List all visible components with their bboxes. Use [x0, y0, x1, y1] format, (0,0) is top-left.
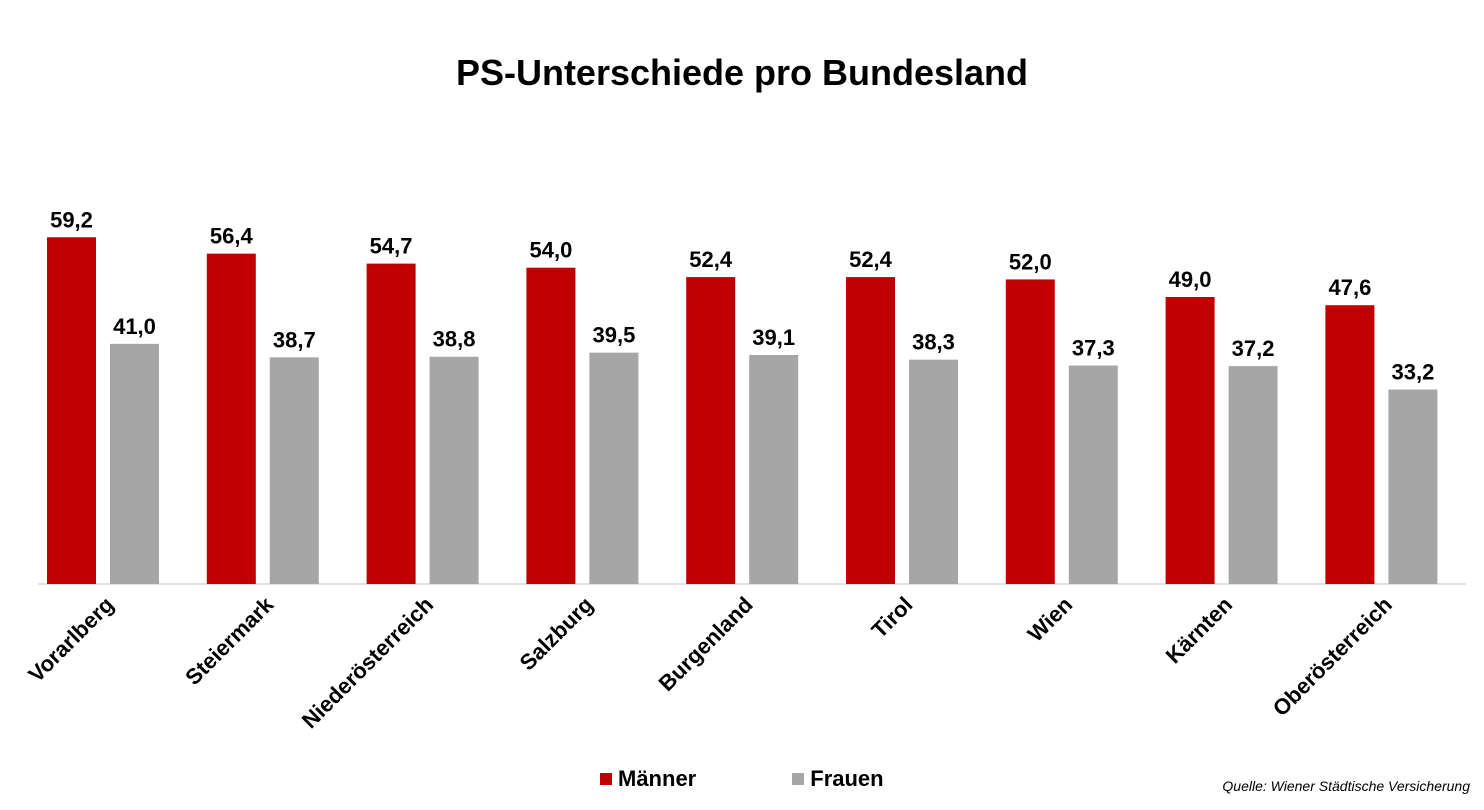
source-note: Quelle: Wiener Städtische Versicherung	[1222, 778, 1470, 794]
data-label-frauen-salzburg: 39,5	[592, 323, 635, 348]
bar-manner-salzburg	[526, 267, 576, 584]
data-label-manner-wien: 52,0	[1009, 249, 1052, 274]
data-label-manner-burgenland: 52,4	[689, 247, 733, 272]
bar-manner-karnten	[1165, 297, 1215, 584]
data-label-frauen-oberosterreich: 33,2	[1391, 360, 1434, 385]
data-label-frauen-steiermark: 38,7	[273, 327, 316, 352]
bar-manner-burgenland	[686, 277, 736, 584]
data-label-manner-tirol: 52,4	[849, 247, 893, 272]
data-label-manner-oberosterreich: 47,6	[1328, 275, 1371, 300]
legend-swatch-maenner	[600, 773, 612, 785]
category-label-steiermark: Steiermark	[180, 591, 279, 690]
legend-item-frauen: Frauen	[792, 766, 884, 792]
data-label-frauen-tirol: 38,3	[912, 330, 955, 355]
chart-title: PS-Unterschiede pro Bundesland	[455, 52, 1029, 93]
data-label-frauen-karnten: 37,2	[1232, 336, 1275, 361]
bar-manner-tirol	[846, 277, 895, 584]
bar-manner-wien	[1005, 279, 1055, 584]
bar-frauen-karnten	[1228, 366, 1278, 584]
category-label-wien: Wien	[1023, 592, 1078, 647]
legend-label-frauen: Frauen	[810, 766, 884, 791]
data-label-manner-vorarlberg: 59,2	[50, 207, 93, 232]
data-label-manner-salzburg: 54,0	[529, 238, 572, 263]
category-label-oberosterreich: Oberösterreich	[1268, 592, 1397, 721]
data-label-frauen-burgenland: 39,1	[752, 325, 795, 350]
bar-manner-niederosterreich	[366, 263, 416, 584]
bar-frauen-steiermark	[269, 357, 319, 584]
category-label-niederosterreich: Niederösterreich	[297, 592, 438, 733]
data-label-manner-karnten: 49,0	[1169, 267, 1212, 292]
bar-frauen-salzburg	[589, 352, 639, 584]
legend-label-maenner: Männer	[618, 766, 697, 791]
data-label-frauen-wien: 37,3	[1072, 336, 1115, 361]
data-label-frauen-niederosterreich: 38,8	[433, 327, 476, 352]
bar-manner-oberosterreich	[1325, 305, 1375, 584]
data-label-manner-steiermark: 56,4	[210, 224, 254, 249]
bar-manner-vorarlberg	[47, 237, 96, 584]
bar-frauen-vorarlberg	[110, 343, 159, 584]
category-label-salzburg: Salzburg	[515, 592, 598, 675]
category-label-tirol: Tirol	[866, 592, 917, 643]
bar-frauen-oberosterreich	[1388, 389, 1438, 584]
data-label-manner-niederosterreich: 54,7	[370, 234, 413, 259]
bar-frauen-burgenland	[749, 354, 799, 584]
category-label-karnten: Kärnten	[1161, 592, 1237, 668]
legend: Männer Frauen	[600, 766, 884, 792]
bar-chart: 59,2 41,0 Vorarlberg 56,4 38,7 Steiermark 54,7…	[23, 207, 1466, 733]
bar-frauen-tirol	[909, 359, 958, 584]
category-label-burgenland: Burgenland	[654, 592, 758, 696]
category-label-vorarlberg: Vorarlberg	[23, 592, 118, 687]
bar-frauen-niederosterreich	[429, 356, 479, 584]
legend-item-maenner: Männer	[600, 766, 696, 792]
legend-swatch-frauen	[792, 773, 805, 785]
bar-frauen-wien	[1068, 365, 1118, 584]
data-label-frauen-vorarlberg: 41,0	[113, 314, 156, 339]
bar-manner-steiermark	[206, 253, 256, 584]
